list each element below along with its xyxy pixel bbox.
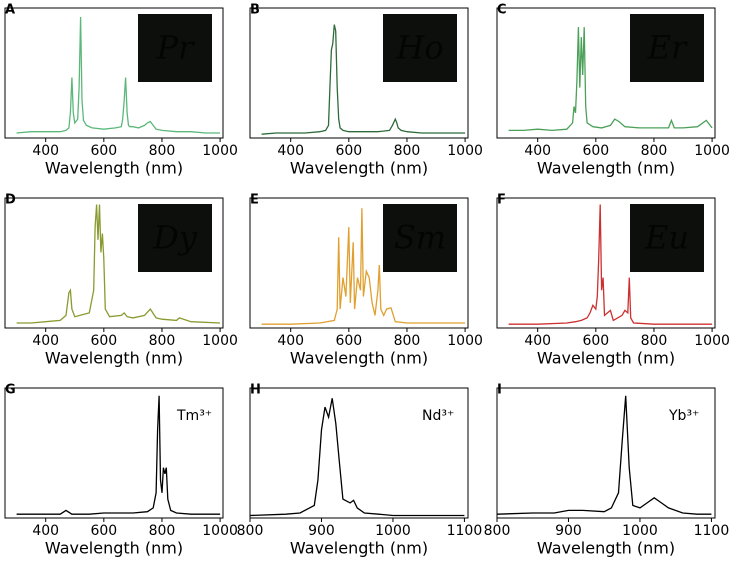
x-tick-label: 800 — [484, 523, 511, 539]
inset-label: Dy — [152, 219, 198, 257]
plot-frame — [249, 7, 469, 139]
x-tick-label: 1100 — [694, 523, 730, 539]
inset-photo — [630, 204, 704, 272]
panel-label: H — [250, 383, 261, 398]
spectrum-line — [16, 395, 221, 515]
inset-label: Ho — [395, 29, 443, 67]
inset-label: Pr — [156, 29, 196, 67]
x-tick-label: 600 — [90, 333, 117, 349]
x-tick-label: 1100 — [447, 523, 483, 539]
inset-photo — [138, 14, 212, 82]
x-tick-label: 1000 — [202, 143, 238, 159]
x-tick-label: 800 — [641, 333, 668, 349]
x-tick-label: 400 — [32, 333, 59, 349]
panel: 400 600 800 1000 Wavelength (nm) E Sm — [249, 193, 483, 368]
spectrum-line — [508, 204, 713, 325]
spectrum-line — [496, 395, 712, 515]
x-tick-label: 900 — [308, 523, 335, 539]
annotation: Nd³⁺ — [422, 408, 454, 424]
x-tick-label: 600 — [90, 523, 117, 539]
x-tick-label: 600 — [335, 143, 362, 159]
x-tick-label: 1000 — [202, 333, 238, 349]
inset-photo — [383, 204, 457, 272]
panel-label: D — [5, 193, 16, 208]
spectrum-line — [249, 398, 465, 517]
plot-frame — [496, 197, 716, 329]
inset-photo — [138, 204, 212, 272]
x-tick-label: 600 — [335, 333, 362, 349]
plot-frame — [249, 197, 469, 329]
x-tick-label: 1000 — [694, 143, 730, 159]
x-tick-label: 1000 — [447, 333, 483, 349]
x-tick-label: 800 — [149, 523, 176, 539]
spectrum-line — [261, 24, 466, 135]
plot-frame — [4, 7, 224, 139]
plot-frame — [249, 387, 469, 519]
x-axis-title: Wavelength (nm) — [45, 349, 183, 368]
inset-label: Sm — [394, 219, 446, 257]
inset-label: Eu — [644, 219, 689, 257]
x-tick-label: 600 — [582, 333, 609, 349]
x-tick-label: 1000 — [447, 143, 483, 159]
annotation: Yb³⁺ — [668, 408, 699, 424]
plot-frame — [4, 197, 224, 329]
x-tick-label: 1000 — [694, 333, 730, 349]
x-tick-label: 400 — [524, 143, 551, 159]
x-tick-label: 600 — [90, 143, 117, 159]
x-tick-label: 800 — [149, 143, 176, 159]
annotation: Tm³⁺ — [176, 408, 212, 424]
x-tick-label: 400 — [32, 143, 59, 159]
x-tick-label: 800 — [394, 143, 421, 159]
x-axis-title: Wavelength (nm) — [537, 539, 675, 558]
panel-label: E — [250, 193, 259, 208]
x-tick-label: 1000 — [375, 523, 411, 539]
panel: 800 900 1000 1100 Wavelength (nm) I Yb³⁺ — [484, 383, 730, 558]
inset-photo — [383, 14, 457, 82]
x-axis-title: Wavelength (nm) — [290, 159, 428, 178]
plot-frame — [4, 387, 224, 519]
inset-label: Er — [647, 29, 688, 67]
panel-label: C — [497, 3, 507, 18]
x-tick-label: 400 — [524, 333, 551, 349]
panel: 400 600 800 1000 Wavelength (nm) C Er — [496, 3, 730, 178]
panel: 400 600 800 1000 Wavelength (nm) F Eu — [496, 193, 730, 368]
panel: 400 600 800 1000 Wavelength (nm) A Pr — [4, 3, 238, 178]
panel-label: F — [497, 193, 506, 208]
plot-frame — [496, 7, 716, 139]
spectrum-line — [508, 27, 713, 132]
x-tick-label: 600 — [582, 143, 609, 159]
panel: 400 600 800 1000 Wavelength (nm) G Tm³⁺ — [4, 383, 238, 558]
x-tick-label: 800 — [237, 523, 264, 539]
inset-photo — [630, 14, 704, 82]
panel-label: G — [5, 383, 16, 398]
panel: 400 600 800 1000 Wavelength (nm) D Dy — [4, 193, 238, 368]
x-axis-title: Wavelength (nm) — [537, 349, 675, 368]
x-axis-title: Wavelength (nm) — [290, 349, 428, 368]
x-tick-label: 800 — [394, 333, 421, 349]
x-axis-title: Wavelength (nm) — [537, 159, 675, 178]
spectrum-line — [16, 16, 221, 134]
x-tick-label: 400 — [277, 333, 304, 349]
x-tick-label: 400 — [277, 143, 304, 159]
panel-label: I — [497, 383, 502, 398]
panel: 800 900 1000 1100 Wavelength (nm) H Nd³⁺ — [237, 383, 483, 558]
x-axis-title: Wavelength (nm) — [45, 159, 183, 178]
x-axis-title: Wavelength (nm) — [290, 539, 428, 558]
x-tick-label: 800 — [149, 333, 176, 349]
panel: 400 600 800 1000 Wavelength (nm) B Ho — [249, 3, 483, 178]
panel-label: A — [5, 3, 15, 18]
spectrum-line — [261, 208, 466, 325]
x-tick-label: 900 — [555, 523, 582, 539]
x-tick-label: 800 — [641, 143, 668, 159]
x-tick-label: 1000 — [622, 523, 658, 539]
plot-frame — [496, 387, 716, 519]
x-tick-label: 400 — [32, 523, 59, 539]
x-axis-title: Wavelength (nm) — [45, 539, 183, 558]
x-tick-label: 1000 — [202, 523, 238, 539]
spectrum-line — [16, 204, 221, 324]
panel-label: B — [250, 3, 260, 18]
